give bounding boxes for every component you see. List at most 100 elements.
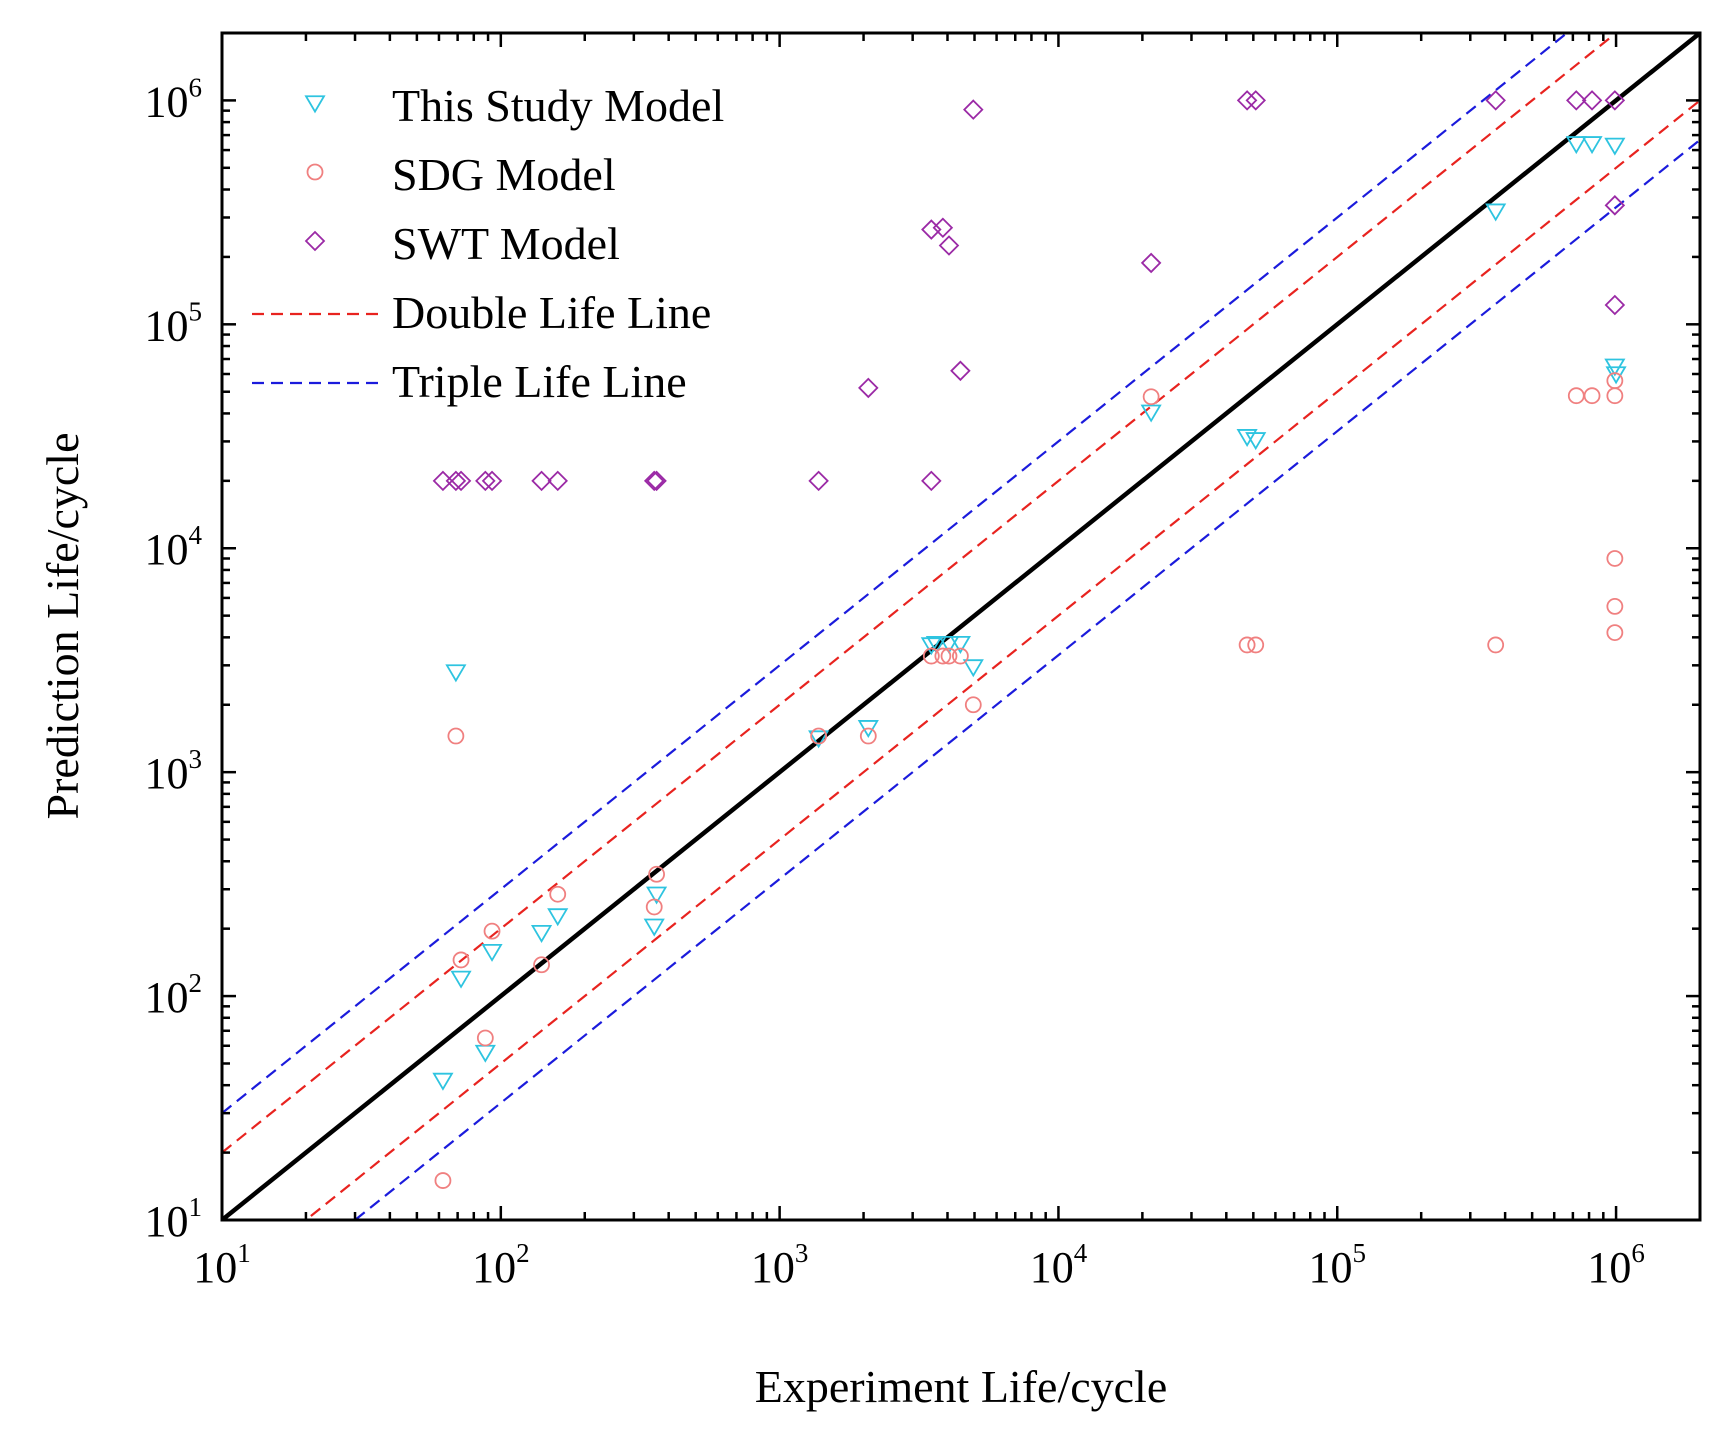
data-point — [934, 647, 952, 665]
data-point — [476, 1029, 494, 1047]
data-point — [1245, 90, 1266, 111]
data-points — [432, 90, 1627, 1189]
data-point — [549, 885, 567, 903]
plot-frame — [220, 31, 1702, 1222]
y-tick-label: 102 — [145, 968, 203, 1022]
data-point — [1604, 195, 1626, 216]
legend-label: Double Life Line — [392, 287, 711, 338]
reference-line-double-upper — [222, 33, 1618, 1154]
data-point — [481, 943, 503, 962]
data-point — [1247, 636, 1265, 654]
data-point — [1606, 624, 1624, 642]
x-tick-label: 101 — [193, 1238, 251, 1292]
reference-line-perfect — [222, 33, 1700, 1220]
data-point — [450, 470, 472, 492]
data-point — [1604, 137, 1626, 156]
tick-labels: 101 102 103 104 105 106 101 102 103 104 105 106 — [145, 72, 1645, 1292]
data-point — [530, 924, 553, 943]
data-point — [1606, 372, 1624, 390]
legend-item: SDG Model — [306, 149, 616, 200]
data-point — [646, 470, 667, 492]
data-point — [1604, 294, 1626, 316]
data-point — [921, 470, 942, 492]
x-tick-label: 104 — [1030, 1238, 1088, 1292]
data-point — [475, 470, 496, 492]
data-point — [951, 647, 969, 665]
data-point — [808, 730, 830, 749]
data-point — [938, 235, 960, 256]
data-point — [547, 908, 569, 927]
data-point — [949, 635, 971, 654]
data-point — [1140, 252, 1162, 274]
data-point — [531, 470, 552, 492]
data-point — [808, 470, 829, 492]
data-point — [432, 1072, 454, 1091]
data-point — [932, 217, 954, 239]
reference-line-triple-upper — [222, 33, 1569, 1115]
x-tick-label: 102 — [472, 1238, 529, 1292]
data-point — [810, 727, 828, 745]
data-point — [450, 970, 472, 989]
data-point — [1606, 550, 1624, 567]
y-tick-label: 104 — [145, 520, 203, 574]
reference-lines — [222, 33, 1700, 1220]
x-axis-title: Experiment Life/cycle — [755, 1361, 1168, 1412]
data-point — [920, 637, 942, 656]
data-point — [925, 635, 947, 654]
data-point — [858, 377, 879, 399]
legend-swatch-marker — [304, 95, 326, 114]
x-tick-label: 105 — [1309, 1238, 1367, 1292]
data-point — [445, 470, 467, 492]
data-point — [1566, 90, 1587, 111]
legend-label: SWT Model — [392, 218, 620, 269]
reference-line-triple-lower — [353, 138, 1700, 1220]
y-tick-label: 103 — [145, 744, 203, 798]
y-tick-label: 105 — [145, 296, 203, 350]
data-point — [483, 922, 501, 940]
series-this-study-model — [432, 136, 1627, 1091]
data-point — [1238, 636, 1256, 654]
legend-item: This Study Model — [304, 80, 724, 131]
legend-item: SWT Model — [304, 218, 620, 269]
data-point — [1487, 636, 1505, 654]
data-point — [1142, 388, 1160, 406]
legend-item: Triple Life Line — [252, 356, 687, 407]
data-point — [452, 951, 470, 969]
data-point — [859, 727, 877, 745]
legend-swatch-marker — [306, 163, 324, 181]
y-tick-label: 101 — [145, 1192, 203, 1246]
data-point — [643, 918, 665, 937]
data-point — [922, 647, 940, 665]
y-tick-label: 106 — [145, 72, 203, 126]
data-point — [1581, 136, 1603, 155]
data-point — [1485, 203, 1507, 222]
data-point — [963, 99, 984, 120]
data-point — [1245, 432, 1267, 451]
legend-label: This Study Model — [392, 80, 724, 131]
legend: This Study Model SDG Model SWT Model Double… — [252, 80, 724, 407]
data-point — [1581, 90, 1603, 111]
data-point — [445, 664, 467, 683]
data-point — [1140, 404, 1162, 423]
x-tick-label: 106 — [1587, 1238, 1645, 1292]
legend-label: SDG Model — [392, 149, 616, 200]
data-point — [962, 659, 984, 678]
legend-label: Triple Life Line — [392, 356, 687, 407]
y-axis-title: Prediction Life/cycle — [37, 432, 88, 819]
data-point — [950, 360, 971, 382]
data-point — [1485, 90, 1506, 111]
legend-item: Double Life Line — [252, 287, 711, 338]
data-point — [481, 470, 503, 492]
data-point — [648, 865, 665, 883]
data-point — [1583, 387, 1601, 405]
data-point — [547, 470, 568, 492]
legend-swatch-marker — [304, 230, 326, 252]
series-swt-model — [432, 90, 1626, 492]
data-point — [434, 1172, 452, 1189]
data-point — [645, 898, 663, 916]
data-point — [921, 219, 942, 240]
data-point — [1604, 90, 1626, 111]
data-point — [964, 696, 982, 714]
